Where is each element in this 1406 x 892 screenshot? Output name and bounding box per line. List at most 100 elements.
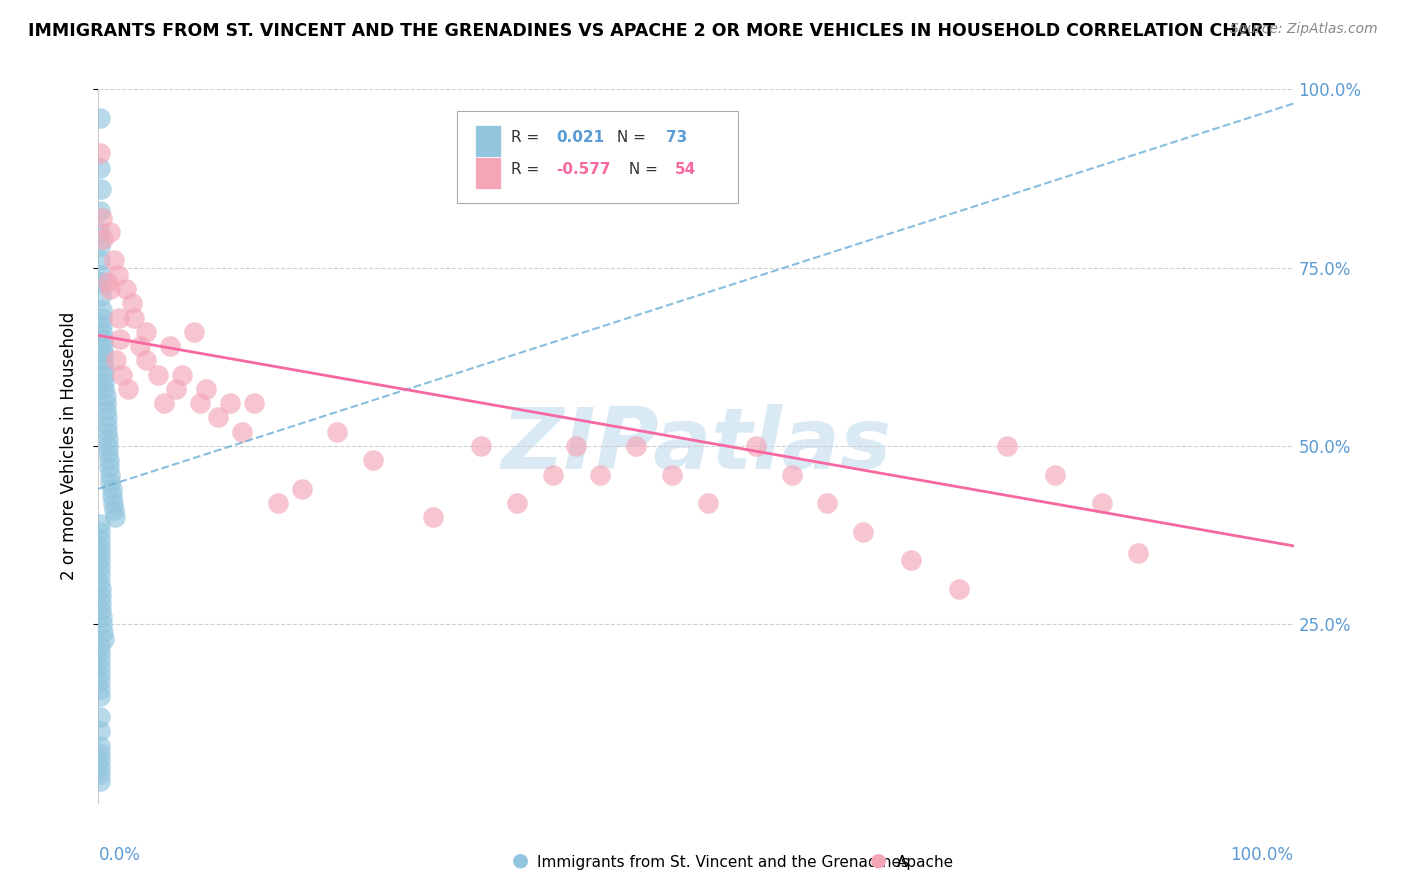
Point [107, 268, 129, 282]
Point [90, 289, 112, 303]
Text: 54: 54 [675, 161, 696, 177]
Point [89, 653, 111, 667]
Point [89, 524, 111, 539]
Point [90, 182, 112, 196]
FancyBboxPatch shape [475, 125, 501, 157]
Point [852, 524, 875, 539]
Point [98, 282, 122, 296]
Text: R =: R = [510, 129, 544, 145]
Text: 100.0%: 100.0% [1230, 846, 1294, 863]
Point [91, 346, 114, 360]
Point [541, 467, 564, 482]
Point [97, 275, 120, 289]
Text: ●: ● [870, 851, 887, 870]
Point [96, 417, 118, 432]
Point [470, 439, 492, 453]
Point [124, 310, 146, 325]
Point [89, 161, 111, 175]
Point [93, 632, 115, 646]
Point [93, 382, 115, 396]
Point [89, 667, 111, 681]
Point [165, 382, 187, 396]
Point [108, 332, 131, 346]
Point [90, 275, 112, 289]
Y-axis label: 2 or more Vehicles in Household: 2 or more Vehicles in Household [59, 312, 77, 580]
Point [506, 496, 529, 510]
Point [89, 239, 111, 253]
Text: IMMIGRANTS FROM ST. VINCENT AND THE GRENADINES VS APACHE 2 OR MORE VEHICLES IN H: IMMIGRANTS FROM ST. VINCENT AND THE GREN… [28, 22, 1275, 40]
Point [100, 489, 122, 503]
Point [159, 339, 181, 353]
Text: Apache: Apache [897, 855, 955, 870]
Point [89, 532, 111, 546]
Point [363, 453, 385, 467]
Point [98, 453, 121, 467]
Point [148, 368, 170, 382]
Point [98, 225, 122, 239]
Point [135, 325, 157, 339]
Point [900, 553, 922, 567]
Point [117, 382, 139, 396]
Point [815, 496, 838, 510]
Point [89, 253, 111, 268]
Point [565, 439, 588, 453]
Point [91, 353, 114, 368]
Point [89, 225, 111, 239]
Text: N =: N = [624, 161, 664, 177]
Point [89, 203, 111, 218]
Point [105, 353, 128, 368]
Point [97, 432, 120, 446]
Point [89, 146, 111, 161]
Point [995, 439, 1018, 453]
Point [89, 567, 111, 582]
Point [207, 410, 229, 425]
Point [89, 560, 111, 574]
Point [1128, 546, 1150, 560]
Point [89, 710, 111, 724]
Point [91, 303, 114, 318]
Point [89, 774, 111, 789]
Point [107, 310, 129, 325]
Point [91, 211, 114, 225]
Point [91, 310, 114, 325]
Point [89, 746, 111, 760]
Point [94, 389, 117, 403]
Point [267, 496, 290, 510]
Point [172, 368, 194, 382]
Point [91, 318, 114, 332]
Point [219, 396, 242, 410]
Point [89, 517, 111, 532]
Text: 0.021: 0.021 [557, 129, 605, 145]
Text: Immigrants from St. Vincent and the Grenadines: Immigrants from St. Vincent and the Gren… [537, 855, 910, 870]
Point [98, 460, 121, 475]
Point [89, 646, 111, 660]
Text: 73: 73 [666, 129, 688, 145]
Point [188, 396, 211, 410]
Point [97, 439, 120, 453]
Point [94, 403, 117, 417]
Point [89, 546, 111, 560]
Point [93, 375, 115, 389]
Point [98, 475, 122, 489]
Point [91, 624, 114, 639]
Text: N =: N = [613, 129, 651, 145]
Point [115, 282, 138, 296]
Point [326, 425, 349, 439]
Point [183, 325, 205, 339]
Point [100, 482, 122, 496]
Point [98, 467, 122, 482]
Point [291, 482, 314, 496]
Text: ZIPatlas: ZIPatlas [501, 404, 891, 488]
Text: ●: ● [512, 851, 529, 870]
Point [1043, 467, 1066, 482]
Point [104, 510, 127, 524]
Point [90, 596, 112, 610]
Point [231, 425, 253, 439]
Point [948, 582, 970, 596]
Point [89, 674, 111, 689]
Point [96, 425, 118, 439]
Point [1091, 496, 1114, 510]
Point [90, 582, 112, 596]
Point [89, 760, 111, 774]
Point [745, 439, 768, 453]
